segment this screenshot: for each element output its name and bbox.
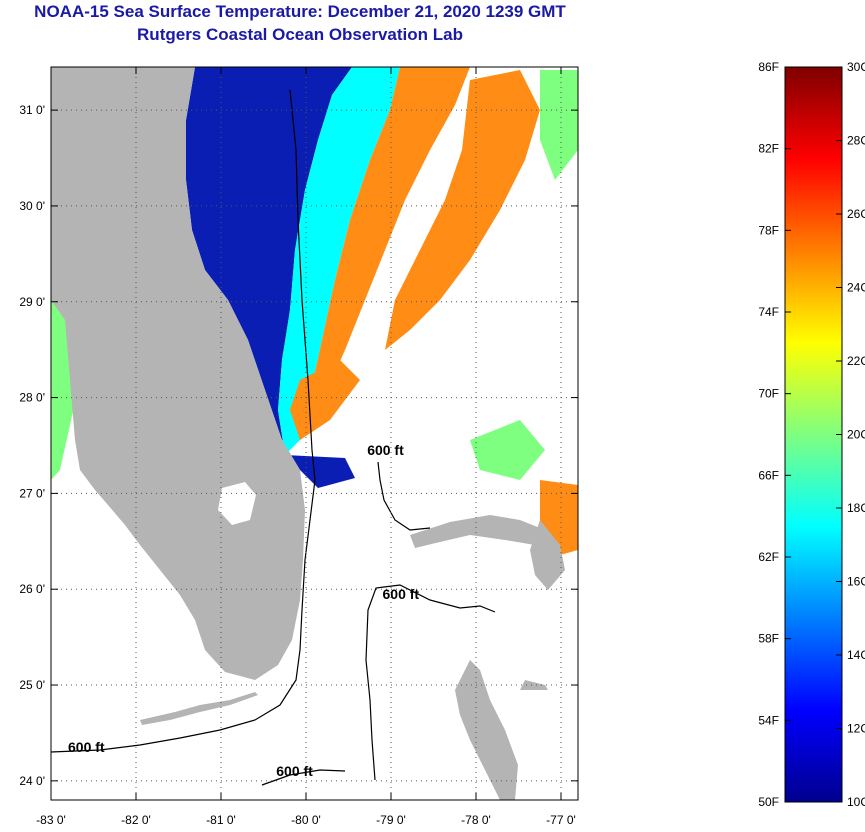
graticule <box>51 67 578 800</box>
colorbar-celsius-label: 10C <box>847 795 865 809</box>
berry-islands-land <box>520 680 548 690</box>
colorbar-fahrenheit-label: 66F <box>758 468 779 482</box>
colorbar-fahrenheit-label: 74F <box>758 305 779 319</box>
lon-tick-label: -82 0' <box>121 813 151 827</box>
lat-tick-label: 28 0' <box>19 391 45 405</box>
temperature-colorbar: 30C 28C 26C 24C 22C 20C 18C 16C 14C 12C 10C 86F 82F 7… <box>758 60 865 809</box>
colorbar-celsius-label: 16C <box>847 575 865 589</box>
lat-tick-label: 27 0' <box>19 486 45 500</box>
colorbar-fahrenheit-label: 82F <box>758 142 779 156</box>
lat-tick-label: 25 0' <box>19 678 45 692</box>
florida-keys-land <box>140 692 258 725</box>
florida-land <box>51 67 305 680</box>
map-frame <box>50 66 579 801</box>
contour-bahamas-north <box>377 461 431 531</box>
map-subtitle: Rutgers Coastal Ocean Observation Lab <box>137 25 463 44</box>
colorbar-fahrenheit-label: 62F <box>758 550 779 564</box>
contour-florida-east <box>51 89 316 753</box>
colorbar-celsius-label: 18C <box>847 501 865 515</box>
lon-tick-label: -78 0' <box>461 813 491 827</box>
contour-label-600ft: 600 ft <box>367 442 404 458</box>
colorbar-fahrenheit-label: 70F <box>758 387 779 401</box>
abaco-land <box>530 520 565 590</box>
colorbar-fahrenheit-label: 58F <box>758 632 779 646</box>
contour-straits <box>261 769 346 786</box>
colorbar-fahrenheit-label: 50F <box>758 795 779 809</box>
map-title: NOAA-15 Sea Surface Temperature: Decembe… <box>34 2 566 21</box>
lon-tick-label: -81 0' <box>206 813 236 827</box>
axis-labels: -83 0' -82 0' -81 0' -80 0' -79 0' -78 0' -77 … <box>19 103 575 827</box>
colorbar-celsius-label: 22C <box>847 354 865 368</box>
colorbar-gradient <box>784 66 843 803</box>
colorbar-fahrenheit-label: 54F <box>758 713 779 727</box>
colorbar-celsius-label: 20C <box>847 428 865 442</box>
colorbar-fahrenheit-label: 78F <box>758 223 779 237</box>
lat-tick-label: 26 0' <box>19 582 45 596</box>
colorbar-labels: 30C 28C 26C 24C 22C 20C 18C 16C 14C 12C 10C 86F 82F 7… <box>758 60 865 809</box>
lake-okeechobee <box>218 482 256 525</box>
grand-bahama-land <box>410 515 540 548</box>
contour-label-600ft: 600 ft <box>68 739 105 755</box>
colorbar-fahrenheit-label: 86F <box>758 60 779 74</box>
lon-tick-label: -79 0' <box>376 813 406 827</box>
contour-label-600ft: 600 ft <box>383 586 420 602</box>
colorbar-celsius-label: 26C <box>847 207 865 221</box>
colorbar-celsius-label: 24C <box>847 281 865 295</box>
colorbar-celsius-label: 14C <box>847 648 865 662</box>
colorbar-celsius-label: 12C <box>847 722 865 736</box>
lon-tick-label: -80 0' <box>291 813 321 827</box>
lon-tick-label: -77 0' <box>546 813 576 827</box>
contour-bahamas-west <box>365 584 496 781</box>
map-plot-area: 600 ft 600 ft 600 ft 600 ft <box>51 67 578 800</box>
sst-cold-water-region <box>186 67 355 488</box>
colorbar-celsius-label: 30C <box>847 60 865 74</box>
lat-tick-label: 24 0' <box>19 774 45 788</box>
contour-label-600ft: 600 ft <box>276 763 313 779</box>
axis-ticks <box>50 67 578 800</box>
600ft-depth-contours <box>51 89 496 786</box>
lat-tick-label: 30 0' <box>19 199 45 213</box>
lat-tick-label: 31 0' <box>19 103 45 117</box>
andros-island-land <box>455 660 518 800</box>
contour-labels: 600 ft 600 ft 600 ft 600 ft <box>68 442 419 779</box>
lon-tick-label: -83 0' <box>36 813 66 827</box>
lat-tick-label: 29 0' <box>19 295 45 309</box>
sst-mid-water-region <box>278 67 400 455</box>
colorbar-celsius-label: 28C <box>847 134 865 148</box>
